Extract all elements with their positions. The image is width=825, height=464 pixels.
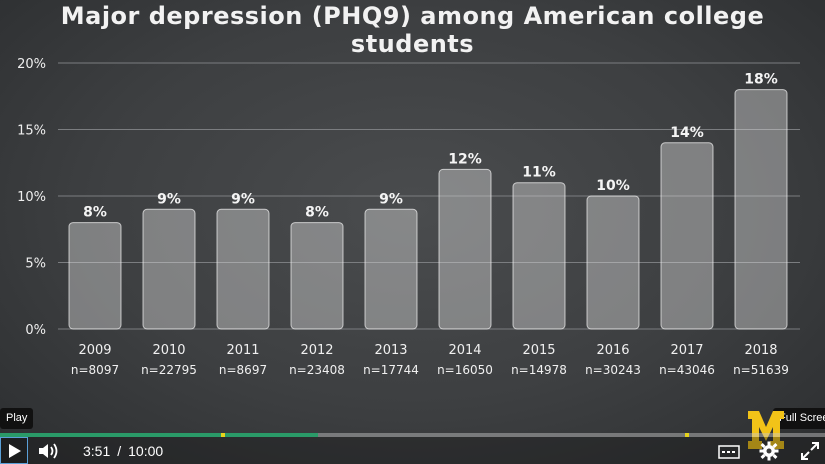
chapter-marker[interactable] (685, 433, 689, 437)
duration: 10:00 (128, 443, 164, 459)
bar-chart: 0% 5% 10% 15% 20% 8% 2009 n=8097 9% 2010 n=22795 9%… (17, 57, 800, 377)
data-label: 10% (596, 178, 630, 194)
sample-size-label: n=23408 (289, 363, 345, 377)
data-label: 9% (231, 191, 255, 207)
time-separator: / (117, 443, 122, 459)
sample-size-label: n=43046 (659, 363, 715, 377)
data-label: 9% (157, 191, 181, 207)
player-controls: 3:51 / 10:00 (0, 437, 825, 464)
x-tick-label: 2016 (596, 343, 629, 358)
fullscreen-tooltip: Full Screen (773, 408, 825, 429)
data-label: 18% (744, 72, 778, 88)
sample-size-label: n=8097 (71, 363, 119, 377)
bar (586, 195, 640, 330)
gear-icon[interactable] (759, 441, 779, 461)
sample-size-label: n=14978 (511, 363, 567, 377)
volume-icon[interactable] (37, 442, 61, 460)
seek-progress (0, 433, 318, 437)
bar (216, 208, 270, 330)
bar (512, 182, 566, 330)
data-label: 8% (83, 205, 107, 221)
x-tick-label: 2010 (152, 343, 185, 358)
fullscreen-icon[interactable] (800, 441, 820, 461)
bar (364, 208, 418, 330)
y-tick-label: 20% (17, 57, 46, 72)
play-tooltip: Play (0, 408, 34, 429)
data-label: 9% (379, 191, 403, 207)
y-tick-label: 5% (25, 257, 46, 272)
x-tick-label: 2012 (300, 343, 333, 358)
bar (438, 168, 492, 330)
play-button[interactable] (0, 437, 28, 464)
time-display: 3:51 / 10:00 (83, 443, 163, 459)
sample-size-label: n=16050 (437, 363, 493, 377)
x-tick-label: 2017 (670, 343, 703, 358)
x-tick-label: 2015 (522, 343, 555, 358)
data-label: 11% (522, 165, 556, 181)
data-label: 14% (670, 125, 704, 141)
chart-title: Major depression (PHQ9) among American c… (60, 2, 765, 58)
sample-size-label: n=51639 (733, 363, 789, 377)
x-tick-label: 2013 (374, 343, 407, 358)
x-tick-label: 2011 (226, 343, 259, 358)
play-icon (9, 444, 21, 458)
sample-size-label: n=30243 (585, 363, 641, 377)
chapter-marker[interactable] (221, 433, 225, 437)
data-label: 12% (448, 151, 482, 167)
captions-icon[interactable] (718, 445, 740, 459)
bar (68, 222, 122, 330)
bar (142, 208, 196, 330)
bar (290, 222, 344, 330)
current-time: 3:51 (83, 443, 111, 459)
x-tick-label: 2018 (744, 343, 777, 358)
sample-size-label: n=8697 (219, 363, 267, 377)
x-tick-label: 2014 (448, 343, 481, 358)
sample-size-label: n=17744 (363, 363, 419, 377)
y-tick-label: 15% (17, 124, 46, 139)
bar (660, 142, 714, 330)
seek-bar[interactable] (0, 433, 825, 437)
data-label: 8% (305, 205, 329, 221)
y-tick-label: 10% (17, 190, 46, 205)
university-logo (748, 411, 784, 449)
bar (734, 89, 788, 330)
y-tick-label: 0% (25, 323, 46, 338)
sample-size-label: n=22795 (141, 363, 197, 377)
x-tick-label: 2009 (78, 343, 111, 358)
